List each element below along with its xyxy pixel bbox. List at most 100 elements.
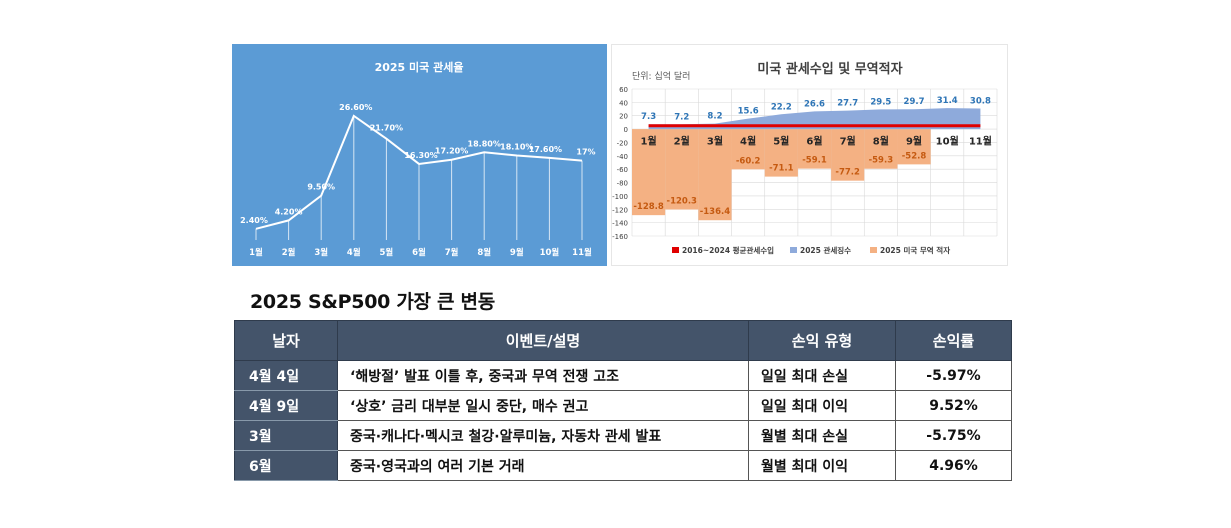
deficit-bar bbox=[897, 129, 931, 165]
deficit-data-label: -59.1 bbox=[802, 156, 827, 166]
revenue-data-label: 27.7 bbox=[837, 99, 858, 109]
deficit-bar bbox=[665, 129, 699, 210]
revenue-data-label: 31.4 bbox=[937, 96, 958, 106]
x-tick-label: 9월 bbox=[510, 247, 524, 258]
row-rate: -5.97% bbox=[895, 360, 1012, 391]
x-tick-label: 4월 bbox=[347, 247, 361, 258]
deficit-bar bbox=[764, 129, 798, 177]
tariff-rate-line bbox=[255, 114, 583, 230]
deficit-bar bbox=[731, 129, 765, 170]
tariff-revenue-area bbox=[648, 108, 981, 130]
row-type: 일일 최대 이익 bbox=[748, 390, 896, 421]
legend-label: 2025 미국 무역 적자 bbox=[880, 245, 950, 255]
revenue-deficit-unit-label: 단위: 십억 달러 bbox=[632, 70, 690, 82]
x-tick-label: 10월 bbox=[936, 135, 959, 147]
y-tick-label: -80 bbox=[617, 180, 628, 188]
tariff-rate-chart-svg: 2025 미국 관세율 2.40% 1월 4.20% 2월 9.50% 3월 26.60% 4… bbox=[240, 60, 595, 258]
revenue-deficit-chart-title: 미국 관세수입 및 무역적자 bbox=[757, 61, 902, 77]
y-tick-label: -20 bbox=[617, 139, 628, 147]
revenue-data-label: 15.6 bbox=[738, 107, 759, 117]
data-label: 17.60% bbox=[529, 145, 562, 154]
data-label: 21.70% bbox=[370, 124, 403, 133]
revenue-data-label: 26.6 bbox=[804, 99, 825, 109]
y-tick-label: -40 bbox=[617, 153, 628, 161]
sp500-moves-table: 날자 이벤트/설명 손익 유형 손익률 4월 4일 ‘해방절’ 발표 이틀 후,… bbox=[234, 320, 1012, 481]
table-row: 6월 중국·영국과의 여러 기본 거래 월별 최대 이익 4.96% bbox=[234, 450, 1012, 481]
row-type: 월별 최대 손실 bbox=[748, 420, 896, 451]
legend-label: 2016~2024 평균관세수입 bbox=[682, 245, 774, 255]
row-date: 6월 bbox=[234, 450, 338, 481]
header-date: 날자 bbox=[234, 320, 338, 361]
row-date: 3월 bbox=[234, 420, 338, 451]
revenue-data-label: 8.2 bbox=[707, 112, 722, 122]
x-tick-label: 5월 bbox=[773, 135, 789, 147]
row-type: 월별 최대 이익 bbox=[748, 450, 896, 481]
deficit-data-label: -71.1 bbox=[769, 164, 794, 174]
x-tick-label: 9월 bbox=[906, 135, 922, 147]
data-label: 26.60% bbox=[339, 103, 372, 112]
data-label: 9.50% bbox=[307, 183, 335, 192]
y-tick-label: 20 bbox=[619, 113, 628, 121]
header-type: 손익 유형 bbox=[748, 320, 896, 361]
table-row: 4월 9일 ‘상호’ 금리 대부분 일시 중단, 매수 권고 일일 최대 이익 … bbox=[234, 390, 1012, 421]
x-tick-label: 7월 bbox=[445, 247, 459, 258]
x-tick-label: 10월 bbox=[540, 247, 560, 258]
data-label: 18.80% bbox=[468, 139, 501, 148]
row-date: 4월 9일 bbox=[234, 390, 338, 421]
x-tick-label: 6월 bbox=[806, 135, 822, 147]
y-tick-label: -120 bbox=[612, 206, 628, 214]
row-event: 중국·캐나다·멕시코 철강·알루미늄, 자동차 관세 발표 bbox=[337, 420, 749, 451]
y-tick-label: -100 bbox=[612, 193, 628, 201]
x-tick-label: 8월 bbox=[873, 135, 889, 147]
data-label: 4.20% bbox=[275, 207, 303, 216]
revenue-data-label: 29.5 bbox=[870, 97, 891, 107]
legend-swatch bbox=[672, 247, 679, 253]
x-tick-label: 2월 bbox=[282, 247, 296, 258]
header-rate: 손익률 bbox=[895, 320, 1012, 361]
revenue-data-label: 7.2 bbox=[674, 112, 689, 122]
deficit-data-label: -59.3 bbox=[869, 156, 894, 166]
row-event: ‘상호’ 금리 대부분 일시 중단, 매수 권고 bbox=[337, 390, 749, 421]
deficit-data-label: -120.3 bbox=[667, 196, 697, 206]
data-label: 17% bbox=[576, 148, 595, 157]
tariff-rate-chart-title: 2025 미국 관세율 bbox=[375, 60, 464, 74]
revenue-data-label: 7.3 bbox=[641, 112, 656, 122]
x-tick-label: 1월 bbox=[641, 135, 657, 147]
y-tick-label: 0 bbox=[624, 126, 628, 134]
row-type: 일일 최대 손실 bbox=[748, 360, 896, 391]
deficit-bar bbox=[831, 129, 865, 181]
row-event: ‘해방절’ 발표 이틀 후, 중국과 무역 전쟁 고조 bbox=[337, 360, 749, 391]
x-tick-label: 4월 bbox=[740, 135, 756, 147]
data-label: 18.10% bbox=[500, 143, 533, 152]
x-tick-label: 7월 bbox=[840, 135, 856, 147]
legend-swatch bbox=[790, 247, 797, 253]
revenue-data-label: 30.8 bbox=[970, 97, 991, 107]
table-row: 3월 중국·캐나다·멕시코 철강·알루미늄, 자동차 관세 발표 월별 최대 손… bbox=[234, 420, 1012, 451]
table-header-row: 날자 이벤트/설명 손익 유형 손익률 bbox=[234, 320, 1012, 361]
x-tick-label: 5월 bbox=[380, 247, 394, 258]
x-tick-label: 3월 bbox=[707, 135, 723, 147]
legend-label: 2025 관세징수 bbox=[800, 245, 851, 255]
deficit-bar bbox=[797, 129, 832, 169]
data-label: 16.30% bbox=[404, 151, 437, 160]
deficit-bar bbox=[698, 129, 732, 221]
data-label: 2.40% bbox=[240, 216, 268, 225]
x-tick-label: 11월 bbox=[969, 135, 992, 147]
row-date: 4월 4일 bbox=[234, 360, 338, 391]
row-rate: 4.96% bbox=[895, 450, 1012, 481]
deficit-bar bbox=[864, 129, 898, 169]
legend-swatch bbox=[870, 247, 877, 253]
table-title: 2025 S&P500 가장 큰 변동 bbox=[250, 291, 495, 313]
deficit-data-label: -77.2 bbox=[835, 168, 860, 178]
table-row: 4월 4일 ‘해방절’ 발표 이틀 후, 중국과 무역 전쟁 고조 일일 최대 … bbox=[234, 360, 1012, 391]
y-tick-label: -60 bbox=[617, 166, 628, 174]
deficit-bar bbox=[632, 129, 666, 216]
y-tick-label: 60 bbox=[619, 86, 628, 94]
row-event: 중국·영국과의 여러 기본 거래 bbox=[337, 450, 749, 481]
x-tick-label: 2월 bbox=[674, 135, 690, 147]
y-tick-label: -140 bbox=[612, 220, 628, 228]
data-label: 17.20% bbox=[435, 147, 468, 156]
x-tick-label: 11월 bbox=[572, 247, 592, 258]
tariff-rate-chart: 2025 미국 관세율 2.40% 1월 4.20% 2월 9.50% 3월 26.60% 4… bbox=[232, 44, 607, 266]
row-rate: 9.52% bbox=[895, 390, 1012, 421]
